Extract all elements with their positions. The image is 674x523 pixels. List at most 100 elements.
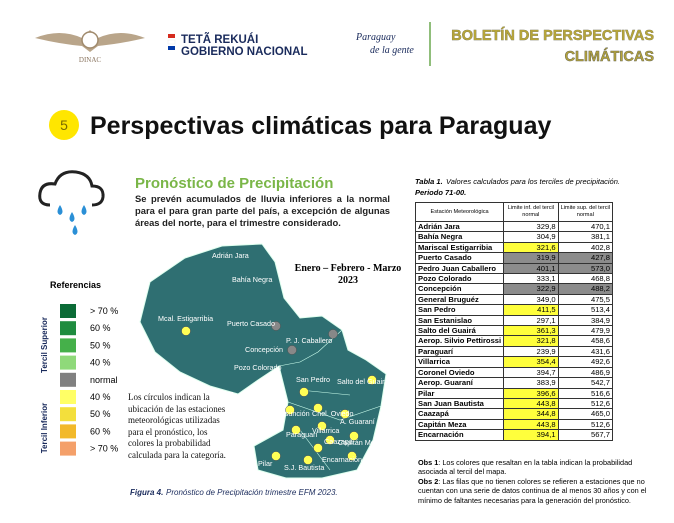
station-dot: [317, 421, 327, 431]
legend-swatch: [60, 424, 76, 439]
table-header: Estación Meteorológica: [414, 202, 505, 222]
lower-limit-cell: 304,9: [503, 231, 559, 243]
table-row: Paraguarí 239,9 431,6: [414, 345, 614, 358]
upper-limit-cell: 468,8: [557, 273, 614, 285]
map-label: Salto del Guairá: [337, 377, 389, 386]
station-cell: Villarrica: [414, 356, 505, 368]
station-dot: [303, 455, 313, 465]
legend-swatch: [60, 441, 76, 456]
station-dot: [271, 321, 281, 331]
table-row: San Juan Bautista 443,8 512,6: [414, 397, 614, 410]
legend-title: Referencias: [50, 280, 101, 290]
table-row: Bahía Negra 304,9 381,1: [414, 231, 614, 243]
station-cell: Salto del Guairá: [414, 325, 505, 337]
lower-limit-cell: 319,9: [503, 252, 559, 264]
table-row: San Pedro 411,5 513,4: [414, 304, 614, 316]
logo-text: DINAC: [79, 56, 101, 64]
lower-limit-cell: 321,6: [503, 241, 559, 254]
map-label: Pozo Colorado: [234, 363, 282, 372]
lower-limit-cell: 443,8: [503, 418, 559, 431]
map-label: A. Guaraní: [340, 417, 375, 426]
table-header-row: Estación Meteorológica Limite inf. del te…: [414, 202, 614, 222]
station-cell: Paraguarí: [414, 345, 505, 358]
table-row: Pedro Juan Caballero 401,1 573,0: [414, 262, 614, 275]
upper-limit-cell: 488,2: [557, 283, 614, 295]
upper-limit-cell: 513,4: [557, 304, 614, 316]
lower-limit-cell: 297,1: [503, 314, 559, 327]
upper-limit-cell: 492,6: [557, 356, 614, 368]
section-badge: [49, 110, 79, 140]
upper-limit-cell: 427,8: [557, 252, 614, 264]
dinac-logo: [35, 30, 145, 52]
upper-limit-cell: 458,6: [557, 335, 614, 347]
upper-limit-cell: 381,1: [557, 231, 614, 243]
station-dot: [367, 375, 377, 385]
legend-label: 40 %: [90, 358, 111, 368]
upper-limit-cell: 479,9: [557, 325, 614, 337]
table-row: Pilar 396,6 516,6: [414, 387, 614, 399]
table-row: Villarrica 354,4 492,6: [414, 356, 614, 368]
table-row: Concepción 322,9 488,2: [414, 283, 614, 295]
station-cell: Pozo Colorado: [414, 273, 505, 285]
map-label: Puerto Casado: [227, 319, 275, 328]
station-cell: Pedro Juan Caballero: [414, 262, 505, 275]
station-cell: Adrián Jara: [414, 220, 505, 233]
table-row: Capitán Meza 443,8 512,6: [414, 418, 614, 431]
note-text: : Las filas que no tienen colores se ref…: [418, 476, 647, 505]
note-label: Obs 1: [418, 458, 439, 467]
station-dot: [313, 403, 323, 413]
table-row: Salto del Guairá 361,3 479,9: [414, 325, 614, 337]
map-label: Bahía Negra: [232, 275, 272, 284]
station-cell: Mariscal Estigarribia: [414, 241, 505, 254]
government-line1: TETÃ REKUÁI: [181, 33, 258, 46]
note: Obs 1: Los colores que resaltan en la ta…: [418, 458, 660, 477]
upper-limit-cell: 486,9: [557, 366, 614, 379]
upper-limit-cell: 573,0: [557, 262, 614, 275]
station-dot: [271, 451, 281, 461]
lower-limit-cell: 321,8: [503, 335, 559, 347]
legend-label: 50 %: [90, 409, 111, 419]
table-row: General Bruguéz 349,0 475,5: [414, 293, 614, 306]
legend-label: 60 %: [90, 426, 111, 436]
forecast-description: Se prevén acumulados de lluvia inferiore…: [135, 193, 390, 228]
lower-limit-cell: 322,9: [503, 283, 559, 295]
government-line2: GOBIERNO NACIONAL: [181, 46, 308, 58]
notes: Obs 1: Los colores que resaltan en la ta…: [418, 458, 660, 505]
map-label: Paraguarí: [286, 430, 318, 439]
table-period: Periodo 71-00.: [415, 188, 466, 197]
legend-label: 50 %: [90, 340, 111, 350]
legend-swatch: [60, 338, 76, 353]
table-header: Limite inf. del tercil normal: [503, 202, 559, 222]
station-dot: [287, 345, 297, 355]
map-label: Cnel. Oviedo: [312, 409, 354, 418]
lower-limit-cell: 411,5: [503, 304, 559, 316]
table-header: Limite sup. del tercil normal: [557, 202, 614, 222]
map-label: Capitán Meza: [338, 438, 382, 447]
map-label: Asunción: [280, 409, 310, 418]
map-label: Mcal. Estigarribia: [158, 314, 213, 323]
table-row: Aerop. Silvio Pettirossi 321,8 458,6: [414, 335, 614, 347]
station-cell: San Estanislao: [414, 314, 505, 327]
station-cell: Capitán Meza: [414, 418, 505, 431]
station-cell: Pilar: [414, 387, 505, 399]
legend-swatch: [60, 321, 76, 336]
station-dot: [328, 329, 338, 339]
station-cell: Caazapá: [414, 408, 505, 420]
legend-swatch: [60, 304, 76, 318]
map-label: Encarnación: [322, 455, 362, 464]
upper-limit-cell: 465,0: [557, 408, 614, 420]
table-row: Coronel Oviedo 394,7 486,9: [414, 366, 614, 379]
table-row: Adrián Jara 329,8 470,1: [414, 220, 614, 233]
forecast-title: Pronóstico de Precipitación: [135, 175, 333, 192]
upper-limit-cell: 512,6: [557, 418, 614, 431]
upper-limit-cell: 402,8: [557, 241, 614, 254]
table-row: Encarnación 394,1 567,7: [414, 429, 614, 441]
paraguay-map: [139, 243, 387, 479]
lower-limit-cell: 361,3: [503, 325, 559, 337]
legend-label: > 70 %: [90, 444, 118, 454]
rain-icon: [38, 170, 105, 207]
table-row: Caazapá 344,8 465,0: [414, 408, 614, 420]
lower-limit-cell: 344,8: [503, 408, 559, 420]
slogan-line2: de la gente: [370, 45, 414, 56]
